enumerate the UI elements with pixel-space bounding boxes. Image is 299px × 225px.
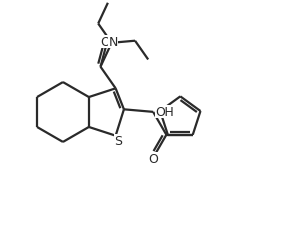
Text: O: O (100, 35, 110, 48)
Text: S: S (114, 135, 122, 148)
Text: O: O (155, 105, 165, 118)
Text: N: N (109, 36, 118, 49)
Text: O: O (149, 152, 158, 165)
Text: NH: NH (156, 105, 175, 118)
